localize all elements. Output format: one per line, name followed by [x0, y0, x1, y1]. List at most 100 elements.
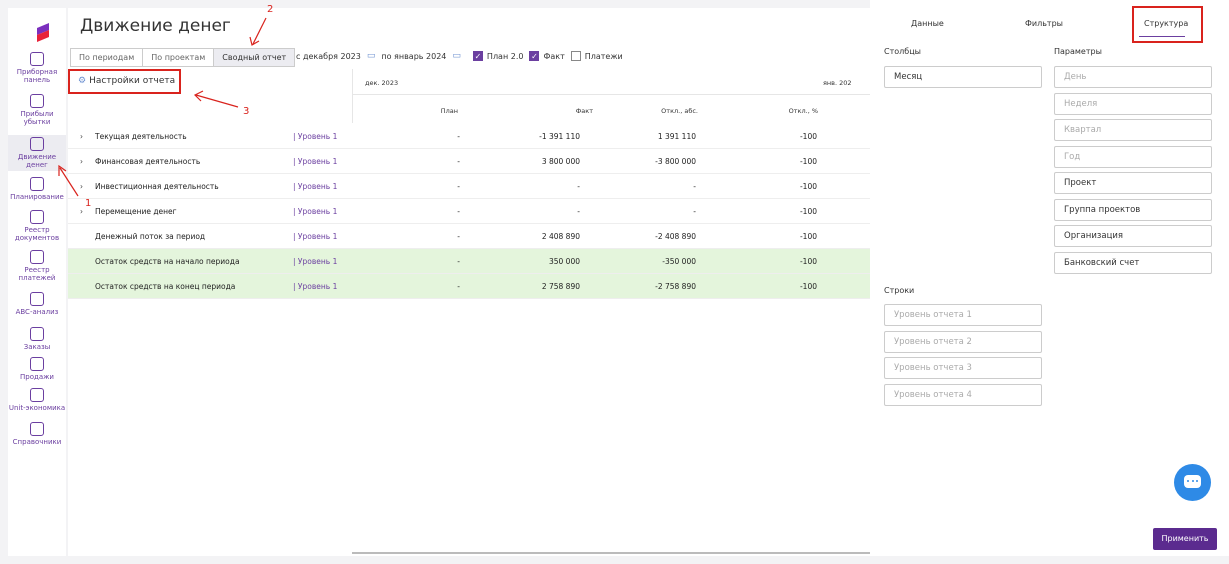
cell-fact: 2 758 890 [541, 282, 580, 291]
row-name: Перемещение денег [95, 207, 177, 216]
period-header: янв. 202 [823, 79, 852, 87]
param-field[interactable]: Квартал [1054, 119, 1212, 141]
cell-pct: -100 [799, 257, 817, 266]
cell-abs: - [693, 207, 696, 216]
chat-button[interactable] [1174, 464, 1211, 501]
sidebar-item[interactable]: ABC-анализ [8, 290, 66, 318]
tab-structure[interactable]: Структура [1144, 19, 1189, 28]
date-to[interactable]: по январь 2024 [381, 51, 447, 61]
sidebar-icon [30, 177, 44, 191]
sidebar-icon [30, 52, 44, 66]
fact-checkbox[interactable]: ✓ [529, 51, 540, 61]
apply-button[interactable]: Применить [1153, 528, 1217, 550]
param-field[interactable]: Год [1054, 145, 1212, 168]
column-field-month[interactable]: Месяц [884, 66, 1042, 88]
column-header-abs: Откл., абс. [661, 107, 698, 115]
cell-pct: -100 [799, 282, 817, 291]
main-content: Движение денег По периодам По проектам С… [68, 8, 871, 556]
cell-pct: -100 [799, 157, 817, 166]
table-row[interactable]: Остаток средств на конец периода | Уровен… [68, 274, 870, 299]
row-name: Текущая деятельность [95, 132, 187, 141]
param-field[interactable]: Банковский счет [1054, 251, 1212, 274]
sidebar-item[interactable]: Планирование [8, 175, 66, 203]
fact-label: Факт [543, 51, 565, 61]
cell-plan: - [457, 182, 460, 191]
sidebar-item[interactable]: Движение денег [8, 135, 66, 171]
sidebar-item[interactable]: Прибыли убытки [8, 92, 66, 128]
param-field[interactable]: Группа проектов [1054, 198, 1212, 221]
table-row[interactable]: › Финансовая деятельность | Уровень 1-3 80… [68, 149, 870, 174]
sidebar-item-label: Прибыли [20, 110, 54, 118]
table-row[interactable]: › Текущая деятельность | Уровень 1 - -1 391 … [68, 124, 870, 149]
row-level-field[interactable]: Уровень отчета 4 [884, 383, 1042, 406]
columns-label: Столбцы [884, 47, 921, 56]
sidebar-item[interactable]: Реестр документов [8, 208, 66, 244]
report-settings-button[interactable]: ⚙ Настройки отчета [68, 69, 181, 94]
sidebar-item[interactable]: Заказы [8, 325, 66, 353]
sidebar-item[interactable]: Реестр платежей [8, 248, 66, 284]
table-row[interactable]: Денежный поток за период | Уровень 1 -2 40… [68, 224, 870, 249]
tab-data[interactable]: Данные [911, 19, 944, 28]
row-level: | Уровень 1 [293, 282, 338, 291]
chevron-right-icon[interactable]: › [80, 207, 83, 216]
payments-checkbox[interactable] [570, 51, 581, 61]
column-header-pct: Откл., % [788, 107, 818, 115]
param-field[interactable]: Организация [1054, 225, 1212, 247]
chevron-right-icon[interactable]: › [80, 157, 83, 166]
row-level: | Уровень 1 [293, 257, 338, 266]
chat-icon [1184, 475, 1201, 488]
sidebar-icon [30, 250, 44, 264]
sidebar-item-label: Unit-экономика [8, 404, 66, 412]
sidebar-item[interactable]: Unit-экономика [8, 386, 66, 414]
sidebar-icon [30, 422, 44, 436]
sidebar-icon [30, 94, 44, 108]
row-name: Денежный поток за период [95, 232, 206, 241]
chevron-right-icon[interactable]: › [80, 182, 83, 191]
table-row[interactable]: › Перемещение денег | Уровень 1 - - - -100 [68, 199, 870, 224]
sidebar-item[interactable]: Продажи [8, 355, 66, 383]
row-level: | Уровень 1 [293, 182, 338, 191]
row-name: Финансовая деятельность [95, 157, 201, 166]
sidebar-icon [30, 327, 44, 341]
logo-icon [37, 23, 49, 42]
cell-plan: - [457, 232, 460, 241]
chevron-right-icon[interactable]: › [80, 132, 83, 141]
sidebar-item-label: Планирование [10, 193, 64, 201]
cell-pct: -100 [799, 132, 817, 141]
gear-icon: ⚙ [78, 76, 87, 86]
tab-by-periods[interactable]: По периодам [70, 48, 144, 67]
cell-abs: -2 408 890 [655, 232, 696, 241]
cell-abs: 1 391 110 [657, 132, 696, 141]
cell-fact: -1 391 110 [539, 132, 580, 141]
row-level: | Уровень 1 [293, 207, 338, 216]
horizontal-scrollbar[interactable] [352, 552, 870, 554]
row-level-field[interactable]: Уровень отчета 2 [884, 330, 1042, 353]
tab-by-projects[interactable]: По проектам [142, 48, 215, 67]
table-row[interactable]: Остаток средств на начало периода | Урове… [68, 249, 870, 274]
cell-fact: - [577, 207, 580, 216]
row-level: | Уровень 1 [293, 232, 338, 241]
calendar-icon[interactable]: ▭ [452, 51, 461, 61]
sidebar-item[interactable]: Справочники [8, 420, 66, 448]
cell-abs: -2 758 890 [655, 282, 696, 291]
calendar-icon[interactable]: ▭ [366, 51, 376, 61]
param-field[interactable]: Неделя [1054, 92, 1212, 115]
active-tab-indicator [1139, 36, 1185, 37]
sidebar-item-label: Реестр [24, 226, 50, 234]
cell-plan: - [457, 132, 460, 141]
plan-checkbox[interactable]: ✓ [472, 51, 483, 61]
sidebar-item-label: Движение [17, 153, 57, 161]
date-from[interactable]: с декабря 2023 [296, 51, 361, 61]
table-row[interactable]: › Инвестиционная деятельность | Уровень 1 -… [68, 174, 870, 199]
sidebar-item[interactable]: Приборная панель [8, 50, 66, 86]
tab-filters[interactable]: Фильтры [1025, 19, 1063, 28]
cell-fact: 350 000 [548, 257, 580, 266]
param-field[interactable]: День [1054, 66, 1212, 88]
row-level: | Уровень 1 [293, 157, 338, 166]
param-field[interactable]: Проект [1054, 172, 1212, 194]
cell-plan: - [457, 207, 460, 216]
sidebar-item-label: панель [23, 76, 51, 84]
row-level-field[interactable]: Уровень отчета 1 [884, 304, 1042, 326]
tab-summary-report[interactable]: Сводный отчет [213, 48, 296, 67]
row-level-field[interactable]: Уровень отчета 3 [884, 357, 1042, 379]
